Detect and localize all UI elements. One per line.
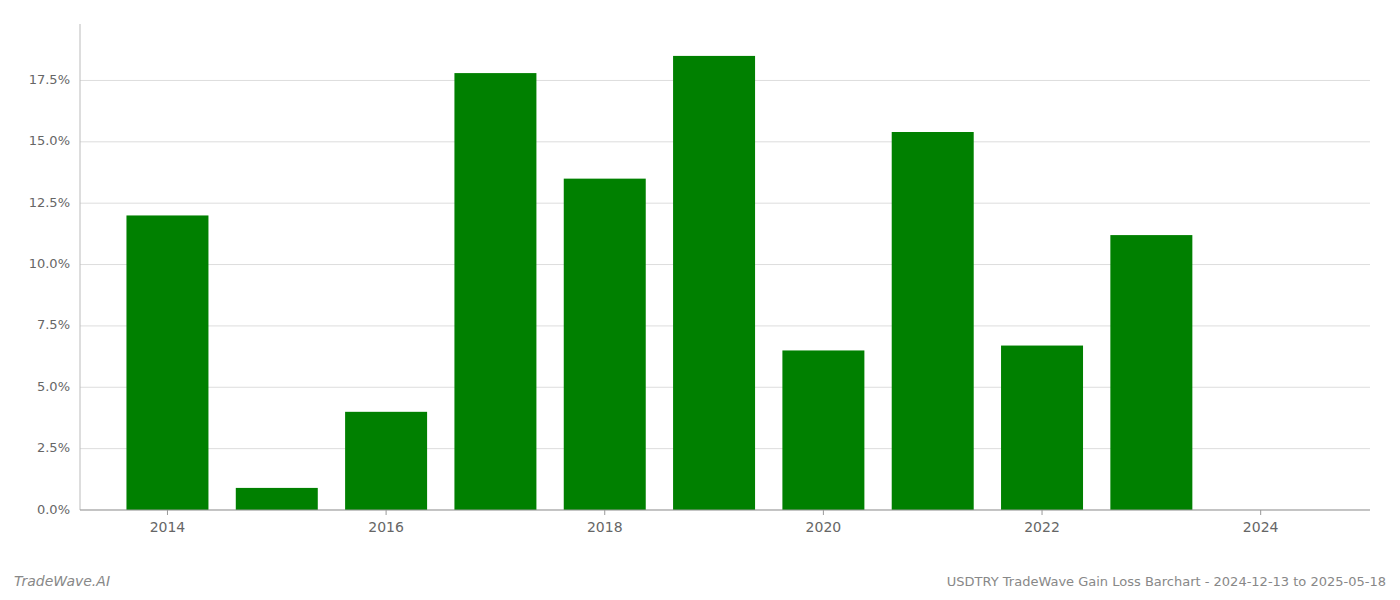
bar [564,179,646,510]
grid-line [80,510,1370,511]
x-tick-label: 2024 [1243,519,1279,535]
bar [1001,346,1083,510]
y-axis: 0.0% 2.5% 5.0% 7.5% 10.0% 12.5% 15.0% 17.5% [29,24,80,517]
x-tick [823,510,824,515]
watermark: TradeWave.AI [14,573,110,589]
bar [126,215,208,510]
x-tick-label: 2020 [806,519,842,535]
x-tick-label: 2016 [368,519,404,535]
background [0,0,1400,600]
x-tick [1260,510,1261,515]
y-tick-label: 0.0% [37,502,70,517]
y-tick-label: 7.5% [37,317,70,332]
x-tick-label: 2014 [150,519,186,535]
y-tick-label: 15.0% [29,133,70,148]
bar [673,56,755,510]
y-axis-line [80,24,81,510]
chart-svg: 0.0% 2.5% 5.0% 7.5% 10.0% 12.5% 15.0% 17.5% 2014… [0,0,1400,600]
bars [126,56,1192,510]
title: USDTRY TradeWave Gain Loss Barchart - 20… [947,574,1386,589]
x-axis-line [80,510,1370,511]
x-tick [386,510,387,515]
y-tick-label: 2.5% [37,440,70,455]
chart-container: 0.0% 2.5% 5.0% 7.5% 10.0% 12.5% 15.0% 17.5% 2014… [0,0,1400,600]
x-tick-label: 2018 [587,519,623,535]
x-tick [1042,510,1043,515]
bar [1110,235,1192,510]
y-tick-label: 5.0% [37,379,70,394]
y-tick-label: 12.5% [29,195,70,210]
bar [345,412,427,510]
bar [892,132,974,510]
y-tick-label: 10.0% [29,256,70,271]
x-tick-label: 2022 [1024,519,1060,535]
bar [236,488,318,510]
bar [454,73,536,510]
x-tick [604,510,605,515]
bar [782,350,864,510]
x-axis: 2014 2016 2018 2020 2022 2024 [80,510,1370,535]
y-tick-label: 17.5% [29,72,70,87]
x-tick [167,510,168,515]
